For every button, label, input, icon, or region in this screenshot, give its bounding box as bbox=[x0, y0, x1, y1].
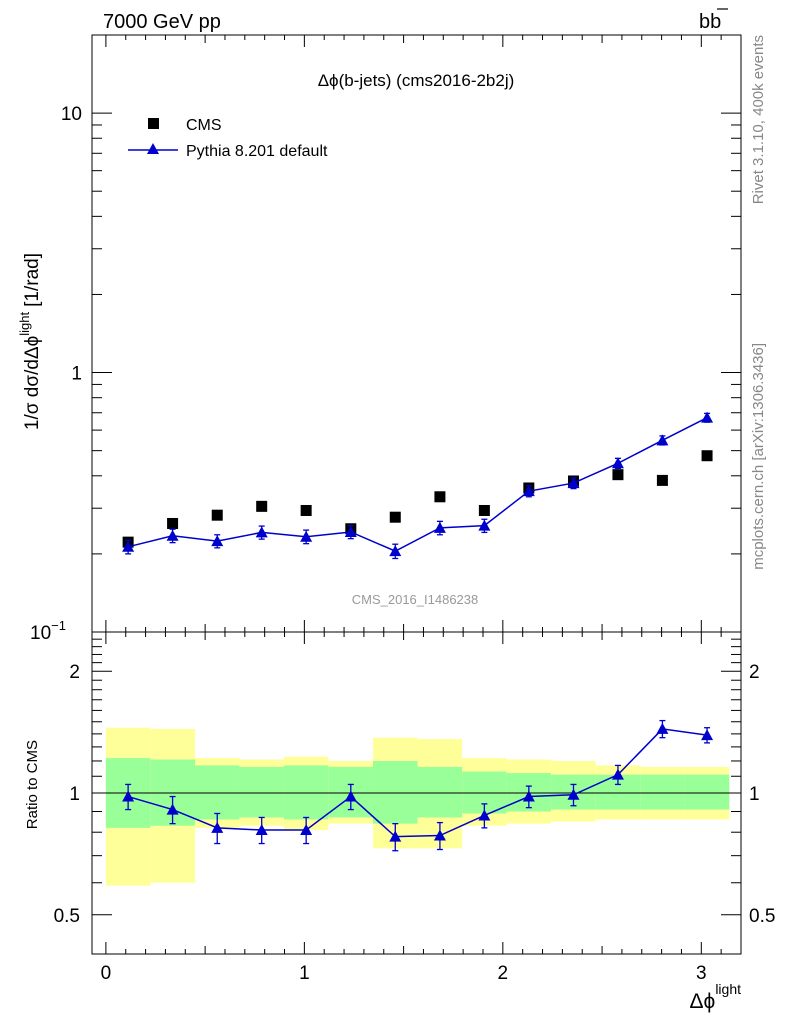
main-y-axis-label: 1/σ dσ/dΔϕlight[1/rad] bbox=[17, 253, 43, 430]
x-tick-label: 1 bbox=[299, 963, 310, 984]
ratio-data-point bbox=[300, 824, 313, 836]
watermark-label: CMS_2016_I1486238 bbox=[352, 592, 479, 607]
cms-data-point bbox=[434, 491, 446, 503]
ratio-data-point bbox=[522, 790, 535, 802]
cms-data-point bbox=[256, 500, 268, 512]
pythia-data-point bbox=[701, 411, 714, 423]
pythia-data-point bbox=[255, 526, 268, 538]
axes-ticks-layer: 0 1 2 3 10−1 1 10 0.5 0.5 1 1 2 2 bbox=[30, 34, 775, 984]
main-y-tick-label-exponent: −1 bbox=[51, 618, 66, 633]
x-axis-label-sup: light bbox=[715, 981, 741, 997]
main-y-tick-label: 10 bbox=[61, 104, 82, 125]
ratio-data-point bbox=[255, 824, 268, 836]
plot-data-layer bbox=[122, 411, 714, 852]
ratio-data-point bbox=[567, 788, 580, 800]
pythia-data-point bbox=[344, 525, 357, 537]
ratio-data-point bbox=[389, 830, 402, 842]
legend-pythia-marker bbox=[147, 143, 159, 154]
pythia-data-point bbox=[522, 485, 535, 497]
ratio-band-inner bbox=[239, 766, 284, 818]
cms-data-point bbox=[167, 517, 179, 529]
pythia-data-point bbox=[611, 457, 624, 469]
ratio-data-point bbox=[211, 821, 224, 833]
pythia-data-point bbox=[300, 530, 313, 542]
pythia-data-point bbox=[656, 434, 669, 446]
x-axis-label: Δϕlight bbox=[690, 981, 742, 1013]
header-left-label: 7000 GeV pp bbox=[103, 11, 221, 33]
ratio-band-inner bbox=[373, 760, 418, 824]
ratio-series-line bbox=[127, 728, 708, 838]
ratio-y-tick-label-left: 2 bbox=[69, 662, 80, 683]
cms-data-point bbox=[612, 469, 624, 481]
ratio-data-point bbox=[344, 790, 357, 802]
main-y-tick-label: 1 bbox=[71, 364, 82, 385]
ratio-y-tick-label-left: 0.5 bbox=[54, 906, 80, 927]
ratio-y-tick-label-right: 0.5 bbox=[749, 906, 775, 927]
header-right-label: bb bbox=[699, 11, 721, 33]
legend-cms-label: CMS bbox=[186, 117, 222, 134]
ratio-data-point bbox=[433, 829, 446, 841]
header-right-bar-label: b bbox=[710, 11, 721, 33]
ratio-y-tick-label-right: 1 bbox=[749, 784, 760, 805]
pythia-series-line bbox=[127, 417, 708, 552]
legend-pythia-label: Pythia 8.201 default bbox=[186, 143, 328, 160]
ratio-data-point bbox=[122, 790, 135, 802]
main-y-axis-label-sup: light bbox=[17, 311, 32, 335]
main-plot-title: Δϕ(b-jets) (cms2016-2b2j) bbox=[318, 71, 515, 90]
x-tick-label: 2 bbox=[498, 963, 509, 984]
cms-data-point bbox=[389, 511, 401, 523]
ratio-y-tick-label-right: 2 bbox=[749, 662, 760, 683]
cms-data-point bbox=[300, 504, 312, 516]
ratio-band-inner bbox=[684, 774, 730, 810]
legend-cms-marker bbox=[148, 118, 159, 129]
ratio-y-axis-label: Ratio to CMS bbox=[24, 740, 41, 829]
ratio-y-tick-label-left: 1 bbox=[69, 784, 80, 805]
pythia-data-point bbox=[166, 529, 179, 541]
ratio-data-point bbox=[166, 803, 179, 815]
ratio-uncertainty-bands bbox=[92, 727, 741, 886]
ratio-band-inner bbox=[417, 766, 463, 818]
ratio-data-point bbox=[611, 768, 624, 780]
x-tick-label: 0 bbox=[101, 963, 112, 984]
pythia-data-point bbox=[433, 521, 446, 533]
mcplots-side-label: mcplots.cern.ch [arXiv:1306.3436] bbox=[750, 343, 767, 570]
pythia-data-point bbox=[389, 545, 402, 557]
cms-data-point bbox=[211, 509, 223, 521]
cms-data-point bbox=[656, 474, 668, 486]
pythia-data-point bbox=[122, 540, 135, 552]
rivet-side-label: Rivet 3.1.10, 400k events bbox=[750, 35, 767, 204]
ratio-band-inner bbox=[283, 765, 329, 820]
cms-data-point bbox=[701, 450, 713, 462]
ratio-band-inner bbox=[640, 774, 685, 810]
cms-data-point bbox=[478, 504, 490, 516]
ratio-data-point bbox=[701, 729, 714, 741]
ratio-data-point bbox=[478, 809, 491, 821]
ratio-data-point bbox=[656, 722, 669, 734]
ratio-band-inner bbox=[195, 765, 240, 820]
legend: CMS Pythia 8.201 default bbox=[128, 117, 328, 160]
pythia-data-point bbox=[211, 535, 224, 547]
pythia-data-point bbox=[478, 519, 491, 531]
main-y-tick-label: 10−1 bbox=[30, 618, 66, 644]
pythia-data-point bbox=[567, 477, 580, 489]
x-tick-label: 3 bbox=[696, 963, 707, 984]
main-y-axis-label-unit: [1/rad] bbox=[22, 253, 43, 307]
